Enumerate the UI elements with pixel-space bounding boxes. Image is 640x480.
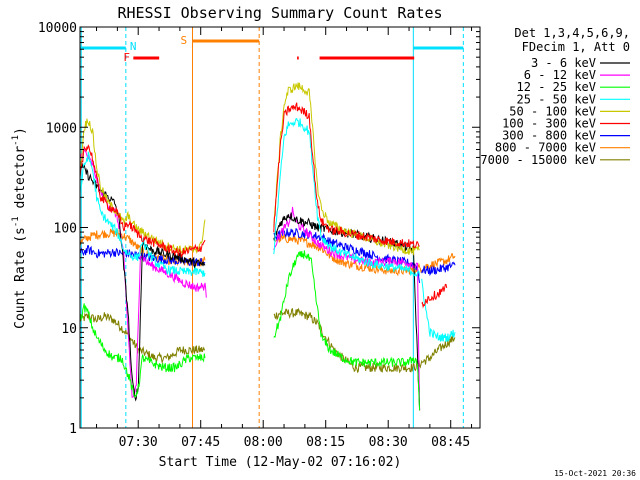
series-line <box>273 250 421 411</box>
series-line <box>421 261 456 277</box>
y-axis-label-sup1: -1 <box>11 216 21 227</box>
legend-label: 800 - 7000 keV <box>495 141 596 155</box>
series-line <box>421 283 448 309</box>
series-layer <box>80 82 456 411</box>
y-axis-label-main: Count Rate (s <box>13 227 28 329</box>
series-line <box>273 102 420 249</box>
x-tick-label: 08:45 <box>431 435 470 450</box>
y-tick-label: 1000 <box>46 121 77 136</box>
y-axis-label-sup2: -1 <box>11 135 21 146</box>
series-line <box>273 206 421 411</box>
legend-header-line-1: Det 1,3,4,5,6,9, <box>514 26 630 40</box>
observing-annotations: N S F <box>80 27 464 428</box>
x-tick-label: 08:15 <box>306 435 345 450</box>
legend-header-line-2: FDecim 1, Att 0 <box>522 40 630 54</box>
series-line <box>80 144 206 258</box>
x-tick-label: 08:30 <box>369 435 408 450</box>
legend-label: 100 - 300 keV <box>502 117 596 131</box>
series-line <box>80 303 206 398</box>
x-tick-label: 07:45 <box>181 435 220 450</box>
y-tick-label: 10 <box>61 322 77 337</box>
night-label: N <box>130 40 137 53</box>
legend-label: 7000 - 15000 keV <box>480 153 596 167</box>
legend: Det 1,3,4,5,6,9, FDecim 1, Att 0 3 - 6 k… <box>480 26 630 167</box>
legend-label: 25 - 50 keV <box>517 92 596 106</box>
y-tick-label: 1 <box>69 422 77 437</box>
legend-label: 12 - 25 keV <box>517 80 596 94</box>
series-line <box>273 117 421 277</box>
series-line <box>80 118 206 255</box>
y-axis-label: Count Rate (s-1 detector-1) <box>11 127 28 329</box>
y-axis-label-end: ) <box>13 127 28 135</box>
legend-label: 6 - 12 keV <box>524 68 596 82</box>
x-tick-label: 08:00 <box>244 435 283 450</box>
plot-frame <box>79 26 481 429</box>
series-line <box>80 312 206 365</box>
series-line <box>273 233 456 277</box>
legend-label: 300 - 800 keV <box>502 129 596 143</box>
chart-title: RHESSI Observing Summary Count Rates <box>117 4 442 22</box>
x-axis-label: Start Time (12-May-02 07:16:02) <box>159 455 402 470</box>
y-axis: 1 10 100 1000 10000 <box>38 21 480 437</box>
y-tick-label: 100 <box>54 222 77 237</box>
series-line <box>273 228 421 283</box>
series-line <box>421 278 456 343</box>
x-tick-label: 07:30 <box>119 435 158 450</box>
footer-date: 15-Oct-2021 20:36 <box>554 469 636 478</box>
saa-label: S <box>181 34 188 47</box>
x-axis: 07:30 07:45 08:00 08:15 08:30 08:45 <box>96 27 473 450</box>
y-tick-label: 10000 <box>38 21 77 36</box>
legend-label: 3 - 6 keV <box>531 56 596 70</box>
flare-label: F <box>123 51 130 64</box>
legend-label: 50 - 100 keV <box>509 104 596 118</box>
y-axis-label-mid: detector <box>13 146 28 217</box>
